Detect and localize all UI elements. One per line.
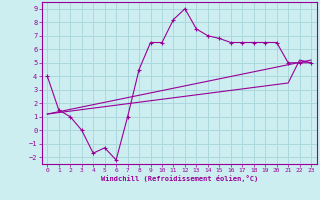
- X-axis label: Windchill (Refroidissement éolien,°C): Windchill (Refroidissement éolien,°C): [100, 175, 258, 182]
